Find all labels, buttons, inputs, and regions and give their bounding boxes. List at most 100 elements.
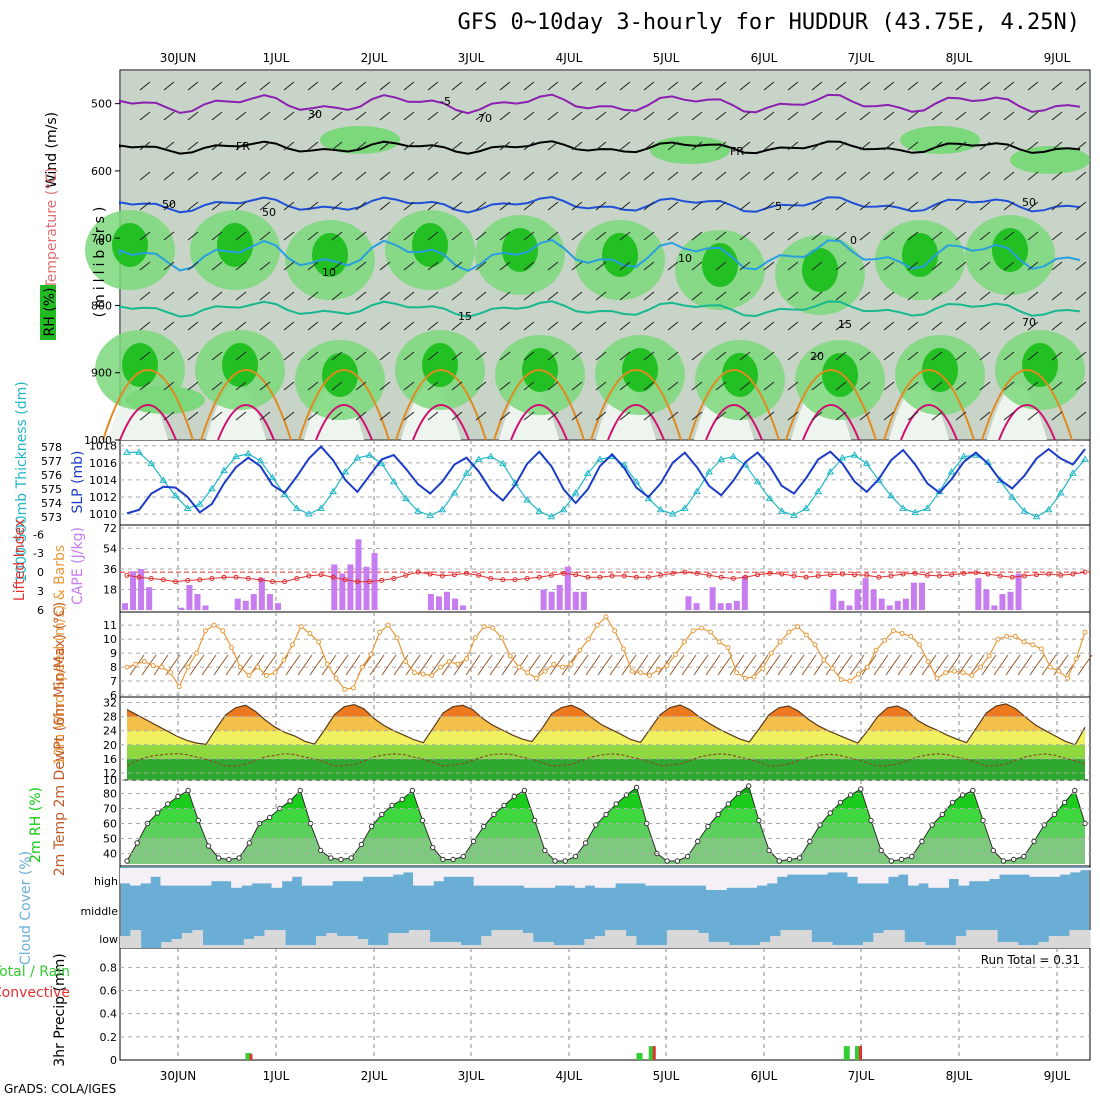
rh-point bbox=[165, 801, 171, 807]
wind-barb bbox=[307, 81, 319, 91]
wind-barb bbox=[979, 261, 991, 271]
wind-barb bbox=[885, 654, 901, 676]
wind-point bbox=[377, 629, 383, 635]
wind-barb bbox=[1051, 171, 1063, 181]
cloud-high-gap bbox=[645, 868, 657, 886]
li-point bbox=[573, 572, 579, 578]
wind-barb bbox=[331, 321, 343, 331]
wind-barb bbox=[811, 411, 823, 421]
cape-bar bbox=[339, 573, 346, 610]
wind-barb bbox=[547, 81, 559, 91]
wind-point bbox=[368, 652, 374, 657]
very-moist-area bbox=[722, 353, 758, 397]
li-point bbox=[900, 571, 906, 577]
wind-barb bbox=[835, 81, 847, 91]
cloud-low-gap bbox=[450, 942, 462, 948]
wind-barb bbox=[139, 171, 151, 181]
isotherm-25 bbox=[412, 404, 470, 441]
wind-barb bbox=[331, 111, 343, 121]
wind-barb bbox=[355, 261, 367, 271]
wind-point bbox=[124, 664, 130, 670]
wind-barb bbox=[597, 654, 613, 676]
wind-barb bbox=[189, 654, 205, 676]
wind-barb bbox=[1003, 201, 1015, 211]
rh-point bbox=[705, 823, 711, 830]
wind-barb bbox=[763, 141, 775, 151]
li-point bbox=[670, 570, 676, 576]
rh-point bbox=[338, 856, 344, 863]
wind-barb bbox=[907, 261, 919, 271]
date-label-bottom: 30JUN bbox=[160, 1069, 197, 1083]
li-point bbox=[451, 572, 457, 578]
wind-barb bbox=[1051, 81, 1063, 91]
rh-label: RH (%) bbox=[42, 288, 58, 337]
wind-barb bbox=[571, 321, 583, 331]
wind-barb bbox=[787, 321, 799, 331]
wind-barb bbox=[715, 321, 727, 331]
thickness-tick: 577 bbox=[41, 455, 62, 468]
precip-total-rain-label: Total / Rain bbox=[0, 964, 70, 980]
rh-point bbox=[878, 847, 884, 854]
wind-barb bbox=[883, 201, 895, 211]
wind-barb bbox=[619, 321, 631, 331]
wind-barb bbox=[979, 411, 991, 421]
wind-barb bbox=[979, 351, 991, 361]
wind-tick: 8 bbox=[110, 661, 117, 674]
wind-barb bbox=[835, 261, 847, 271]
wind-barb bbox=[571, 261, 583, 271]
wind-barb bbox=[859, 351, 871, 361]
wind-barb bbox=[619, 201, 631, 211]
wind-barb bbox=[211, 111, 223, 121]
thickness-point bbox=[802, 504, 810, 511]
rh-point bbox=[185, 787, 191, 794]
cape-bar bbox=[347, 564, 354, 610]
precip-total-bar bbox=[636, 1053, 643, 1060]
date-label-top: 5JUL bbox=[653, 51, 680, 65]
wind-barb bbox=[585, 654, 601, 676]
wind-barb bbox=[475, 171, 487, 181]
moist-area bbox=[320, 126, 400, 154]
wind-barb bbox=[691, 81, 703, 91]
wind-barb bbox=[739, 111, 751, 121]
wind-point bbox=[708, 629, 714, 635]
wind-barb bbox=[379, 111, 391, 121]
wind-point bbox=[725, 645, 731, 651]
wind-barb bbox=[1017, 654, 1033, 676]
cloud-low-gap bbox=[574, 945, 585, 948]
rh-tick: 50 bbox=[103, 833, 117, 846]
wind-barb bbox=[787, 261, 799, 271]
wind-barb bbox=[523, 231, 535, 241]
li-point bbox=[767, 570, 773, 576]
cape-bar bbox=[902, 598, 909, 610]
wind-barb bbox=[1027, 291, 1039, 301]
wind-barb bbox=[451, 81, 463, 91]
very-moist-area bbox=[217, 223, 253, 267]
li-point bbox=[803, 574, 809, 580]
thickness-point bbox=[147, 459, 156, 467]
cloud-low-gap bbox=[512, 930, 523, 948]
wind-barb bbox=[571, 411, 583, 421]
cloud-high-gap bbox=[847, 868, 859, 877]
li-point bbox=[791, 573, 797, 579]
rh-point bbox=[695, 838, 701, 845]
wind-barb bbox=[931, 261, 943, 271]
cloud-low-gap bbox=[285, 945, 296, 948]
wind-barb bbox=[811, 351, 823, 361]
cloud-high-gap bbox=[908, 868, 919, 886]
thickness-point bbox=[329, 487, 338, 495]
cloud-low-gap bbox=[790, 930, 802, 948]
wind-barb bbox=[475, 81, 487, 91]
wind-barb bbox=[619, 291, 631, 301]
thickness-point bbox=[571, 489, 580, 496]
wind-point bbox=[429, 672, 435, 678]
rh-point bbox=[613, 801, 619, 807]
wind-barb bbox=[379, 411, 391, 421]
wind-barb bbox=[465, 654, 481, 676]
cloud-low-gap bbox=[357, 939, 369, 948]
cloud-high-gap bbox=[726, 868, 737, 888]
wind-barb bbox=[1051, 261, 1063, 271]
wind-barb bbox=[835, 411, 847, 421]
cloud-low-gap bbox=[470, 945, 482, 948]
wind-point bbox=[516, 664, 522, 670]
wind-point bbox=[821, 657, 827, 663]
